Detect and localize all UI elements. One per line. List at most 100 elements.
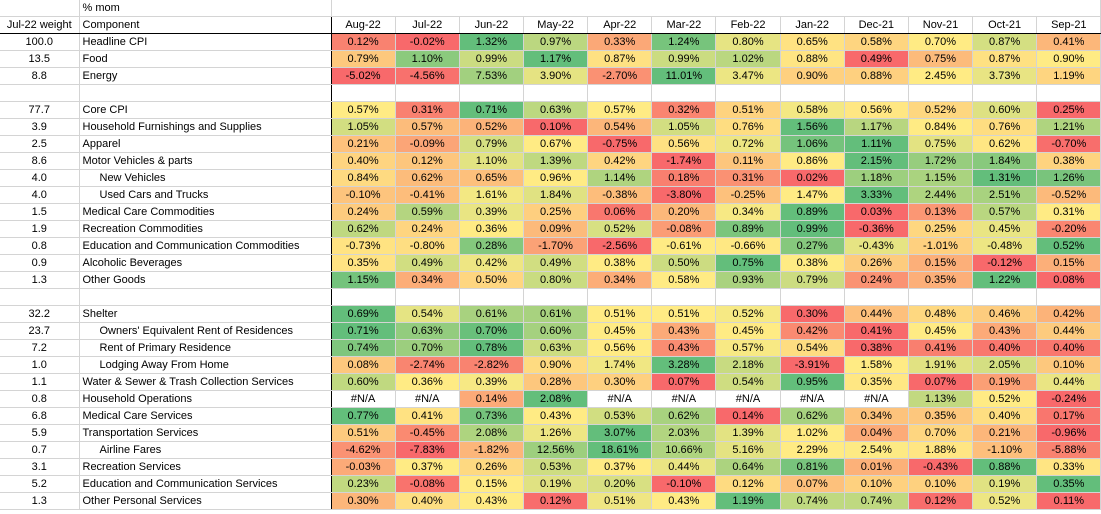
value-cell[interactable]: 1.72% xyxy=(908,152,974,170)
value-cell[interactable]: 0.12% xyxy=(331,33,396,51)
value-cell[interactable]: 0.74% xyxy=(331,339,396,357)
value-cell[interactable]: 0.60% xyxy=(331,373,396,391)
value-cell[interactable]: 0.35% xyxy=(331,254,396,272)
value-cell[interactable]: 0.10% xyxy=(523,118,589,136)
value-cell[interactable]: -0.52% xyxy=(1036,186,1101,204)
month-header-cell[interactable]: Nov-21 xyxy=(908,16,974,34)
value-cell[interactable]: #N/A xyxy=(780,390,845,408)
weight-cell[interactable]: 1.9 xyxy=(0,220,80,238)
value-cell[interactable]: 3.28% xyxy=(651,356,717,374)
weight-cell[interactable]: 5.2 xyxy=(0,475,80,493)
component-cell[interactable]: Recreation Services xyxy=(79,458,332,476)
value-cell[interactable]: 0.69% xyxy=(331,305,396,323)
component-cell[interactable]: Shelter xyxy=(79,305,332,323)
value-cell[interactable]: -0.10% xyxy=(651,475,717,493)
value-cell[interactable]: 0.12% xyxy=(715,475,781,493)
value-cell[interactable]: -0.43% xyxy=(908,458,974,476)
value-cell[interactable]: 0.60% xyxy=(972,101,1038,119)
value-cell[interactable]: #N/A xyxy=(587,390,653,408)
value-cell[interactable]: 0.26% xyxy=(459,458,524,476)
empty-cell[interactable] xyxy=(395,84,460,102)
value-cell[interactable]: #N/A xyxy=(844,390,909,408)
value-cell[interactable]: 0.34% xyxy=(715,203,781,221)
value-cell[interactable]: 0.40% xyxy=(1036,339,1101,357)
value-cell[interactable]: -0.08% xyxy=(395,475,460,493)
value-cell[interactable]: -0.73% xyxy=(331,237,396,255)
value-cell[interactable]: 0.52% xyxy=(1036,237,1101,255)
empty-cell[interactable] xyxy=(0,288,80,306)
value-cell[interactable]: 0.58% xyxy=(651,271,717,289)
weight-cell[interactable]: 5.9 xyxy=(0,424,80,442)
value-cell[interactable]: 0.53% xyxy=(523,458,589,476)
empty-cell[interactable] xyxy=(79,84,332,102)
value-cell[interactable]: -0.25% xyxy=(715,186,781,204)
value-cell[interactable]: 0.34% xyxy=(844,407,909,425)
value-cell[interactable]: 0.56% xyxy=(587,339,653,357)
value-cell[interactable]: 0.75% xyxy=(908,50,974,68)
value-cell[interactable]: 1.58% xyxy=(844,356,909,374)
value-cell[interactable]: 0.07% xyxy=(780,475,845,493)
value-cell[interactable]: -0.03% xyxy=(331,458,396,476)
value-cell[interactable]: 1.15% xyxy=(331,271,396,289)
empty-cell[interactable] xyxy=(780,288,845,306)
value-cell[interactable]: 2.54% xyxy=(844,441,909,459)
component-cell[interactable]: Airline Fares xyxy=(79,441,332,459)
value-cell[interactable]: 1.02% xyxy=(715,50,781,68)
value-cell[interactable]: 0.80% xyxy=(715,33,781,51)
month-header-cell[interactable]: Jul-22 xyxy=(395,16,460,34)
value-cell[interactable]: 0.11% xyxy=(1036,492,1101,510)
value-cell[interactable]: 0.87% xyxy=(972,33,1038,51)
value-cell[interactable]: -1.82% xyxy=(459,441,524,459)
value-cell[interactable]: 1.11% xyxy=(844,135,909,153)
value-cell[interactable]: 0.87% xyxy=(587,50,653,68)
weight-cell[interactable]: 0.8 xyxy=(0,237,80,255)
component-cell[interactable]: Household Operations xyxy=(79,390,332,408)
value-cell[interactable]: -0.08% xyxy=(651,220,717,238)
value-cell[interactable]: 0.88% xyxy=(780,50,845,68)
empty-cell[interactable] xyxy=(972,288,1038,306)
value-cell[interactable]: -0.24% xyxy=(1036,390,1101,408)
value-cell[interactable]: 2.08% xyxy=(459,424,524,442)
value-cell[interactable]: 0.90% xyxy=(1036,50,1101,68)
value-cell[interactable]: 0.01% xyxy=(844,458,909,476)
value-cell[interactable]: 0.18% xyxy=(651,169,717,187)
value-cell[interactable]: 1.13% xyxy=(908,390,974,408)
value-cell[interactable]: 0.64% xyxy=(715,458,781,476)
weight-cell[interactable]: 32.2 xyxy=(0,305,80,323)
weight-cell[interactable]: 0.7 xyxy=(0,441,80,459)
value-cell[interactable]: 1.47% xyxy=(780,186,845,204)
weight-cell[interactable]: 2.5 xyxy=(0,135,80,153)
value-cell[interactable]: 0.23% xyxy=(331,475,396,493)
value-cell[interactable]: 0.44% xyxy=(1036,322,1101,340)
value-cell[interactable]: 1.05% xyxy=(651,118,717,136)
value-cell[interactable]: 0.24% xyxy=(331,203,396,221)
value-cell[interactable]: 0.70% xyxy=(395,339,460,357)
value-cell[interactable]: 0.35% xyxy=(908,271,974,289)
value-cell[interactable]: 0.12% xyxy=(523,492,589,510)
value-cell[interactable]: 0.96% xyxy=(523,169,589,187)
value-cell[interactable]: 0.80% xyxy=(523,271,589,289)
weight-cell[interactable]: 7.2 xyxy=(0,339,80,357)
value-cell[interactable]: 0.21% xyxy=(972,424,1038,442)
value-cell[interactable]: 0.71% xyxy=(331,322,396,340)
empty-cell[interactable] xyxy=(908,84,974,102)
value-cell[interactable]: 0.56% xyxy=(651,135,717,153)
empty-cell[interactable] xyxy=(972,84,1038,102)
empty-cell[interactable] xyxy=(651,84,717,102)
value-cell[interactable]: 0.19% xyxy=(523,475,589,493)
value-cell[interactable]: 0.24% xyxy=(844,271,909,289)
value-cell[interactable]: 0.09% xyxy=(523,220,589,238)
value-cell[interactable]: 0.63% xyxy=(395,322,460,340)
value-cell[interactable]: 0.28% xyxy=(459,237,524,255)
value-cell[interactable]: 0.30% xyxy=(331,492,396,510)
value-cell[interactable]: 0.37% xyxy=(395,458,460,476)
value-cell[interactable]: 0.57% xyxy=(395,118,460,136)
value-cell[interactable]: 0.43% xyxy=(523,407,589,425)
value-cell[interactable]: 0.31% xyxy=(395,101,460,119)
value-cell[interactable]: 0.88% xyxy=(972,458,1038,476)
value-cell[interactable]: 0.63% xyxy=(523,101,589,119)
value-cell[interactable]: 11.01% xyxy=(651,67,717,85)
value-cell[interactable]: 0.65% xyxy=(459,169,524,187)
empty-cell[interactable] xyxy=(395,288,460,306)
value-cell[interactable]: 0.51% xyxy=(651,305,717,323)
